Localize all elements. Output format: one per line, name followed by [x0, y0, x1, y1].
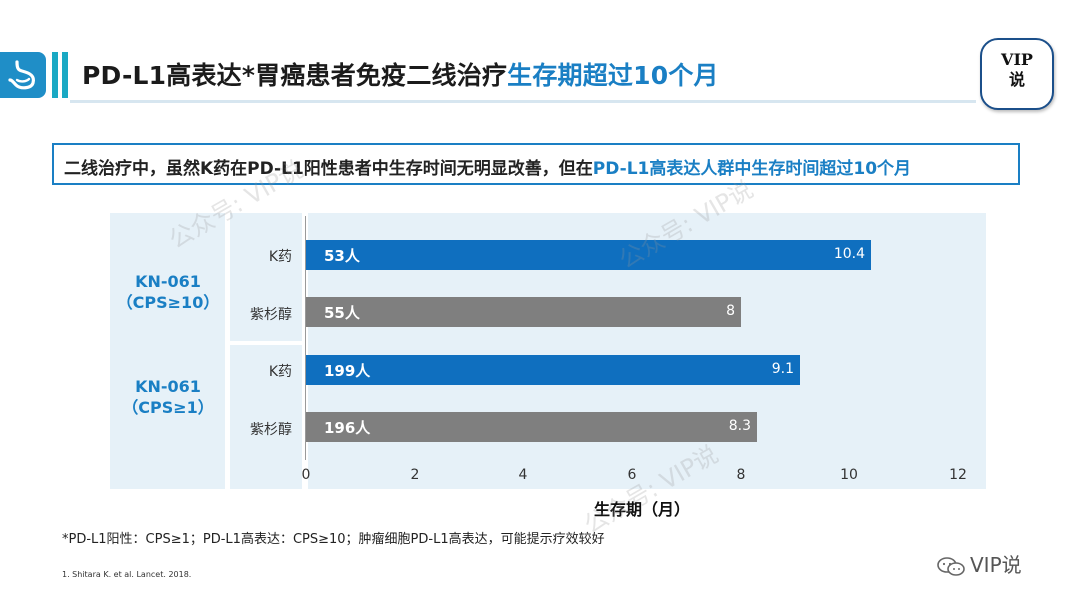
- group-label-line2: （CPS≥10）: [116, 293, 220, 312]
- vip-badge-line2: 说: [1008, 70, 1025, 89]
- vip-badge: VIP 说: [980, 38, 1054, 110]
- x-tick-label: 2: [410, 467, 420, 483]
- callout-text-highlight: PD-L1高表达人群中生存时间超过10个月: [592, 159, 912, 179]
- x-tick-label: 12: [949, 467, 967, 483]
- bar-kdrug-cps10: 53人 10.4: [306, 240, 871, 270]
- stomach-logo-icon: [0, 52, 46, 98]
- arm-label: K药: [268, 249, 292, 265]
- bar-kdrug-cps1: 199人 9.1: [306, 355, 800, 385]
- arm-label-panel: [230, 213, 302, 341]
- arm-label: 紫杉醇: [250, 422, 292, 438]
- reference: 1. Shitara K. et al. Lancet. 2018.: [62, 570, 192, 579]
- callout-text-main: 二线治疗中，虽然K药在PD-L1阳性患者中生存时间无明显改善，但在: [64, 159, 593, 179]
- title-highlight: 生存期超过10个月: [507, 61, 719, 90]
- group-label: KN-061 （CPS≥10）: [108, 271, 228, 313]
- arm-label-panel: [230, 345, 302, 489]
- wechat-brand-watermark: VIP说: [936, 549, 1022, 578]
- x-tick-label: 0: [301, 467, 311, 483]
- bar-n-label: 53人: [324, 247, 360, 265]
- group-label-panel: [110, 213, 225, 489]
- bar-value-label: 9.1: [771, 361, 794, 377]
- x-tick-label: 10: [840, 467, 858, 483]
- footnote: *PD-L1阳性：CPS≥1；PD-L1高表达：CPS≥10；肿瘤细胞PD-L1…: [62, 532, 605, 547]
- bar-value-label: 8.3: [728, 418, 751, 434]
- group-label-line1: KN-061: [135, 377, 201, 396]
- x-tick-label: 8: [736, 467, 746, 483]
- bar-value-label: 8: [726, 303, 735, 319]
- bar-paclitaxel-cps1: 196人 8.3: [306, 412, 757, 442]
- arm-label: 紫杉醇: [250, 307, 292, 323]
- page-title: PD-L1高表达*胃癌患者免疫二线治疗生存期超过10个月: [82, 56, 719, 92]
- arm-label: K药: [268, 364, 292, 380]
- title-main: PD-L1高表达*胃癌患者免疫二线治疗: [82, 61, 508, 90]
- title-accent-bar: [62, 52, 68, 98]
- group-label-line1: KN-061: [135, 272, 201, 291]
- x-axis-label: 生存期（月）: [594, 500, 691, 519]
- bar-value-label: 10.4: [833, 246, 865, 262]
- title-accent-bar: [52, 52, 58, 98]
- group-label-line2: （CPS≥1）: [122, 398, 214, 417]
- callout-text: 二线治疗中，虽然K药在PD-L1阳性患者中生存时间无明显改善，但在PD-L1高表…: [64, 154, 911, 179]
- wechat-icon: [936, 556, 966, 578]
- x-tick-label: 6: [627, 467, 637, 483]
- group-label: KN-061 （CPS≥1）: [108, 376, 228, 418]
- bar-paclitaxel-cps10: 55人 8: [306, 297, 741, 327]
- bar-n-label: 196人: [324, 419, 371, 437]
- brand-text: VIP说: [970, 553, 1022, 577]
- bar-n-label: 55人: [324, 304, 360, 322]
- y-axis-line: [305, 216, 306, 460]
- x-tick-label: 4: [518, 467, 528, 483]
- vip-badge-line1: VIP: [1001, 50, 1033, 69]
- bar-n-label: 199人: [324, 362, 371, 380]
- callout-box: 二线治疗中，虽然K药在PD-L1阳性患者中生存时间无明显改善，但在PD-L1高表…: [52, 143, 1020, 185]
- title-underline: [70, 100, 976, 103]
